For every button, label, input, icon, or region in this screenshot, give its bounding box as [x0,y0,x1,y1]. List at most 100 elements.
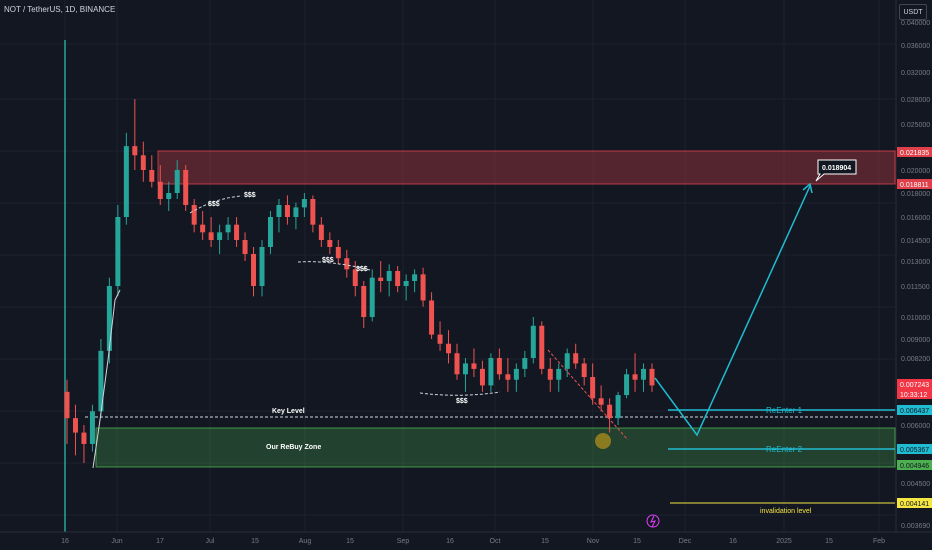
candle [556,363,562,392]
candle [632,353,638,392]
liquidity-label-5: $$$ [456,398,468,405]
candle [598,385,604,412]
trend-sketch [92,289,121,469]
price-axis[interactable]: 0.040000 0.036000 0.032000 0.028000 0.025000… [895,0,932,532]
time-tick-label: 16 [729,538,737,545]
time-tick-label: Sep [397,538,410,545]
time-tick-label: 15 [541,538,549,545]
price-tick-label: 0.036000 [901,43,930,50]
candle [513,363,519,392]
candle [505,358,511,392]
svg-text:10:33:12: 10:33:12 [900,392,927,399]
liquidity-label-3: $$$ [322,257,334,264]
svg-text:0.006437: 0.006437 [900,408,929,415]
time-tick-label: Feb [873,538,885,545]
time-tick-label: 15 [251,538,259,545]
candle [217,224,223,254]
candle [166,181,172,211]
candle [446,330,452,364]
price-tick-label: 0.011500 [901,284,930,291]
price-tick-label: 0.032000 [901,70,930,77]
candle [157,165,163,205]
reenter-1-label: ReEnter 1 [766,406,803,415]
time-tick-label: 15 [825,538,833,545]
candle [140,141,146,182]
candle [191,199,197,233]
liquidity-curve-1 [189,195,243,214]
svg-text:0.007243: 0.007243 [900,382,929,389]
time-tick-label: 17 [156,538,164,545]
svg-text:0.018811: 0.018811 [900,182,929,189]
candle [564,348,570,378]
time-tick-label: 2025 [776,538,792,545]
price-tag: 0.004946 [897,460,932,470]
candle [267,211,273,254]
candle [615,391,621,425]
candle [395,266,401,293]
price-tick-label: 0.018000 [901,191,930,198]
liquidity-curve-3 [419,391,501,396]
svg-text:0.004141: 0.004141 [900,501,929,508]
price-tick-label: 0.006000 [901,423,930,430]
price-tag: 10:33:12 [897,389,932,399]
rebuy-zone-label: Our ReBuy Zone [266,444,321,451]
candle [522,350,528,378]
candle [200,211,206,240]
time-tick-label: Nov [587,538,600,545]
liquidity-label-4: $$$ [356,266,368,273]
candle [259,240,265,297]
sweep-highlight [595,433,611,449]
candle [573,343,579,369]
candle [590,363,596,405]
candle [132,99,138,170]
key-level-label: Key Level [272,408,305,415]
price-tag: 0.018811 [897,179,932,189]
candle [378,261,384,293]
candle [276,199,282,233]
currency-button[interactable]: USDT [899,4,927,20]
time-tick-label: Oct [490,538,501,545]
projection-path[interactable] [654,185,811,437]
candle [641,363,647,392]
candle [335,240,341,265]
candle [488,353,494,392]
time-tick-label: 16 [446,538,454,545]
candle [251,247,257,297]
candle [183,165,189,211]
price-tick-label: 0.009000 [901,337,930,344]
sell-trendline [547,349,629,441]
invalidation-label: invalidation level [760,508,812,515]
projection-arrowhead [802,182,813,194]
time-tick-label: 15 [346,538,354,545]
price-tag: 0.004141 [897,498,932,508]
candle [64,379,70,444]
price-tag: 0.006437 [897,405,932,415]
price-tick-label: 0.004500 [901,481,930,488]
candle [344,249,350,278]
candle [403,274,409,301]
candle [123,132,129,225]
svg-text:0.004946: 0.004946 [900,463,929,470]
candle [81,425,87,463]
time-tick-label: Dec [679,538,692,545]
price-tick-label: 0.016000 [901,215,930,222]
candle [462,358,468,392]
price-tick-label: 0.040000 [901,20,930,27]
price-tick-label: 0.010000 [901,315,930,322]
candle [624,368,630,399]
time-tick-label: Aug [299,538,312,545]
candle [293,202,299,230]
candle [115,205,121,297]
time-axis[interactable]: 16 Jun 17 Jul 15 Aug 15 Sep 16 Oct 15 Nov 15 Dec 16 202… [0,531,932,545]
time-tick-label: 16 [61,538,69,545]
candle [149,155,155,188]
candle [242,232,248,261]
time-tick-label: Jun [111,538,122,545]
symbol-title[interactable]: NOT / TetherUS, 1D, BINANCE [4,5,116,14]
liquidity-label-2: $$$ [244,192,256,199]
lightning-icon[interactable] [646,514,660,528]
candle [284,195,290,225]
candle [72,404,78,456]
candle [208,217,214,247]
